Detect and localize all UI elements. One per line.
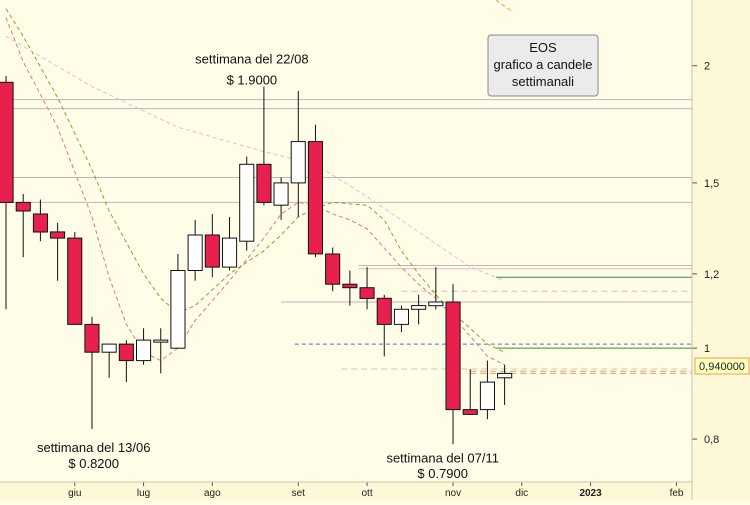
candle-20 — [342, 270, 358, 306]
time-tick-label: giu — [68, 488, 81, 499]
candle-5 — [84, 316, 100, 430]
candle-body-bullish — [170, 270, 186, 349]
candle-22 — [376, 294, 392, 357]
candle-body-bearish — [118, 343, 134, 362]
annotation-4: settimana del 07/11 — [386, 451, 499, 466]
time-tick-label: feb — [670, 488, 684, 499]
candle-body-bullish — [479, 381, 495, 411]
price-axis-panel — [692, 0, 750, 500]
time-axis-ticks: giu lug ago set ott nov dic 2023 feb — [68, 482, 684, 499]
current-price-label: 0,940000 — [699, 361, 745, 373]
annotation-1: $ 1.9000 — [227, 72, 278, 87]
candle-body-bearish — [325, 253, 341, 285]
candle-15 — [256, 86, 272, 206]
annotations: settimana del 22/08 $ 1.9000 settimana del… — [37, 52, 499, 481]
candle-1 — [15, 193, 31, 258]
candle-10 — [170, 253, 186, 349]
candle-body-bearish — [67, 237, 83, 325]
candle-body-bullish — [136, 339, 152, 362]
candle-4 — [67, 231, 83, 325]
candle-26 — [445, 284, 461, 445]
candle-body-bullish — [273, 182, 289, 206]
candle-body-bullish — [101, 343, 117, 353]
price-axis-ticks: 2 1,5 1,2 1 0,8 — [692, 61, 719, 446]
candle-body-bearish — [256, 163, 272, 203]
annotation-0: settimana del 22/08 — [195, 52, 308, 67]
candle-body-bullish — [153, 339, 169, 343]
candle-body-bullish — [497, 372, 513, 379]
candle-body-bullish — [239, 163, 255, 242]
candle-body-bearish — [32, 213, 49, 233]
candle-body-bearish — [84, 323, 100, 353]
chart-title: EOS grafico a candele settimanali — [493, 40, 592, 89]
candle-6 — [101, 343, 117, 378]
candle-13 — [222, 216, 238, 271]
candle-23 — [393, 305, 409, 333]
candle-body-bearish — [0, 81, 14, 203]
candle-body-bullish — [222, 237, 238, 268]
annotation-2: settimana del 13/06 — [37, 440, 150, 455]
candle-12 — [204, 213, 220, 278]
candle-11 — [187, 219, 203, 281]
moving-average-3 — [494, 0, 514, 13]
current-price-box — [694, 357, 750, 375]
title-box-frame — [487, 34, 599, 97]
current-price-tag: 0,940000 — [694, 357, 750, 375]
price-tick-label: 0,8 — [704, 434, 719, 446]
candle-24 — [411, 294, 427, 325]
candle-body-bearish — [462, 409, 478, 415]
time-tick-label: dic — [515, 488, 528, 499]
candle-8 — [136, 328, 152, 365]
candle-body-bearish — [15, 201, 31, 212]
time-tick-label: ott — [361, 488, 372, 499]
candle-14 — [239, 156, 255, 251]
price-tick-label: 1 — [704, 343, 710, 355]
candle-body-bullish — [393, 308, 409, 325]
candle-body-bearish — [445, 301, 461, 411]
candle-body-bearish — [359, 287, 375, 299]
candle-27 — [462, 369, 478, 415]
candle-body-bullish — [428, 301, 444, 307]
candle-body-bearish — [204, 234, 220, 268]
title-box: EOS grafico a candele settimanali — [487, 34, 599, 97]
candle-body-bullish — [290, 141, 306, 184]
candle-3 — [50, 222, 66, 281]
candle-7 — [118, 340, 134, 383]
candle-21 — [359, 267, 375, 310]
candle-19 — [325, 247, 341, 292]
annotation-5: $ 0.7900 — [417, 466, 468, 481]
candle-body-bearish — [376, 297, 392, 325]
annotation-3: $ 0.8200 — [68, 456, 119, 471]
price-tick-label: 2 — [704, 61, 710, 73]
candle-body-bearish — [50, 231, 66, 239]
candle-0 — [0, 76, 14, 310]
price-tick-label: 1,5 — [704, 178, 719, 190]
candle-2 — [32, 199, 49, 242]
candle-29 — [497, 364, 513, 405]
candle-body-bullish — [187, 234, 203, 271]
chart-title-line: EOS — [529, 40, 557, 55]
time-tick-label: ago — [204, 488, 221, 499]
candles — [0, 76, 513, 445]
candle-25 — [428, 267, 444, 310]
candle-28 — [479, 360, 495, 420]
time-tick-label: lug — [137, 488, 150, 499]
candle-17 — [290, 90, 306, 217]
candle-16 — [273, 177, 289, 220]
candle-18 — [307, 124, 323, 258]
time-tick-label: set — [292, 488, 306, 499]
time-tick-label: nov — [445, 488, 461, 499]
chart-title-line: grafico a candele — [493, 57, 592, 72]
candle-body-bearish — [307, 141, 323, 255]
moving-average-1 — [5, 8, 505, 353]
candle-body-bearish — [342, 283, 358, 289]
price-tick-label: 1,2 — [704, 269, 719, 281]
candle-body-bullish — [411, 305, 427, 310]
time-axis-panel — [0, 482, 692, 500]
chart-title-line: settimanali — [512, 74, 574, 89]
candle-9 — [153, 328, 169, 374]
time-tick-label: 2023 — [579, 488, 602, 499]
